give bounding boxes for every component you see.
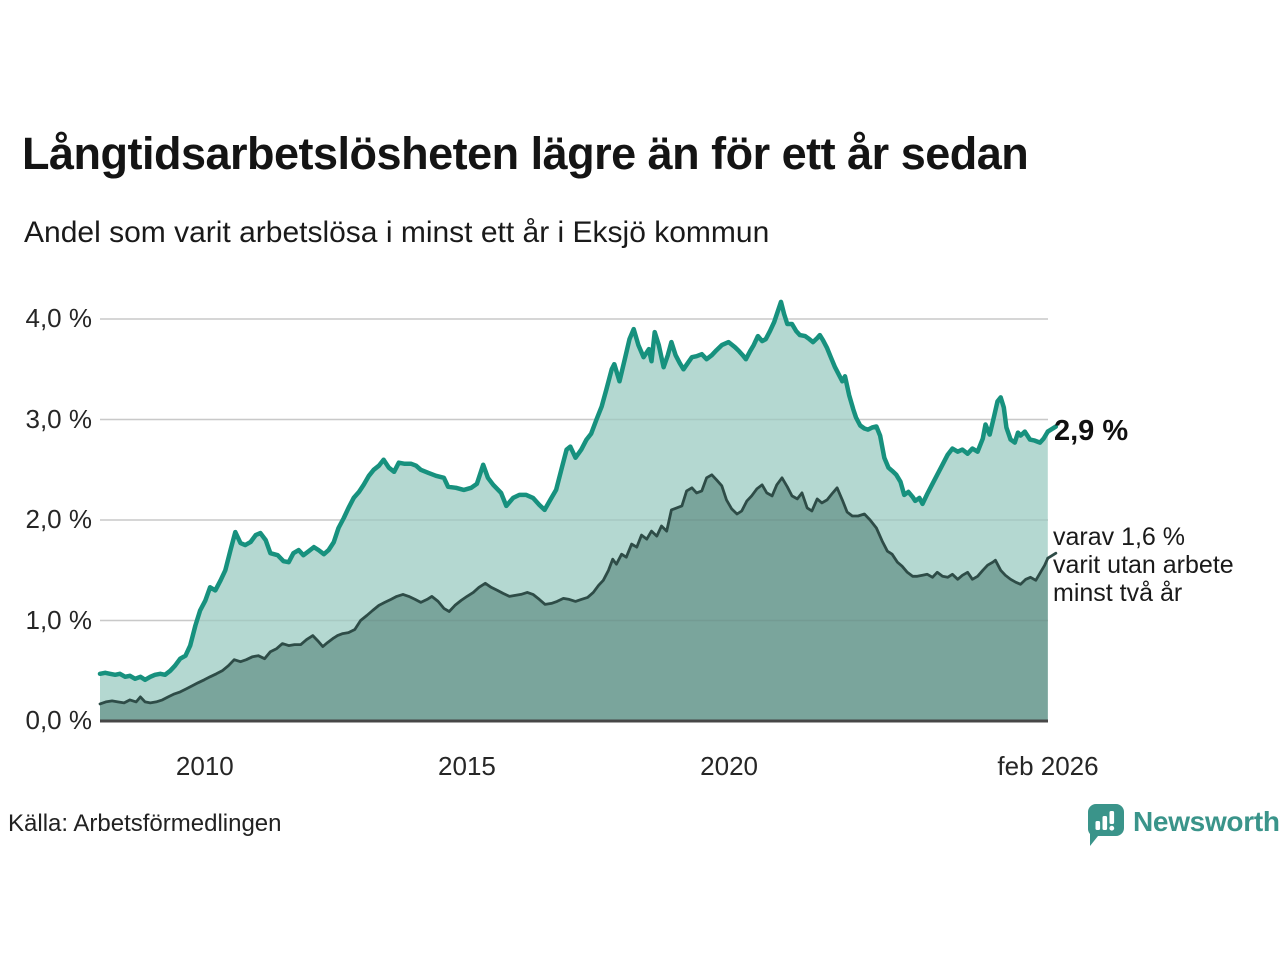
x-axis-tick-label: feb 2026 xyxy=(997,751,1099,781)
x-axis-tick-label: 2010 xyxy=(175,751,234,781)
end-value-label-total: 2,9 % xyxy=(1054,414,1129,447)
y-axis-tick-label: 3,0 % xyxy=(25,403,93,434)
x-axis-tick-label: 2015 xyxy=(438,751,496,781)
page-title: Långtidsarbetslösheten lägre än för ett … xyxy=(22,128,1029,179)
line-end-stub xyxy=(1045,424,1059,434)
annotation-line: varit utan arbete xyxy=(1053,551,1234,580)
newsworthy-logo: Newsworthy xyxy=(1086,803,1280,847)
newsworthy-wordmark: Newsworthy xyxy=(1133,806,1280,837)
source-note: Källa: Arbetsförmedlingen xyxy=(8,810,282,837)
area-fill-two-years xyxy=(100,474,1048,721)
newsworthy-bubble-chart-icon xyxy=(1087,804,1124,846)
y-axis-tick-label: 2,0 % xyxy=(25,504,93,534)
x-axis-tick-label: 2020 xyxy=(700,751,759,781)
end-value-label-two-years: varav 1,6 % varit utan arbete minst två … xyxy=(1053,523,1234,607)
y-axis-tick-label: 1,0 % xyxy=(25,604,93,635)
annotation-line: minst två år xyxy=(1053,579,1183,608)
line-end-stub xyxy=(1046,551,1058,560)
y-axis-tick-label: 4,0 % xyxy=(25,303,93,333)
page-subtitle: Andel som varit arbetslösa i minst ett å… xyxy=(24,216,770,249)
line-two-years xyxy=(98,473,1050,706)
y-axis-tick-label: 0,0 % xyxy=(25,705,93,735)
annotation-line: varav 1,6 % xyxy=(1053,523,1186,552)
line-one-year xyxy=(97,299,1051,683)
